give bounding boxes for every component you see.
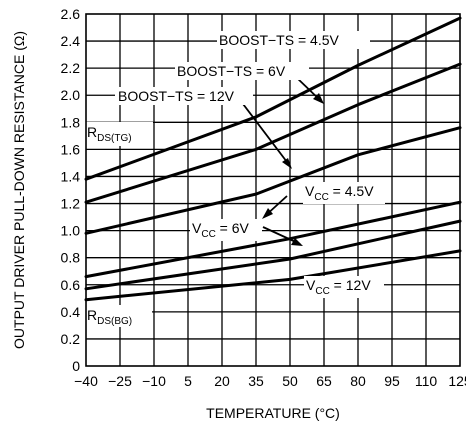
series-line-3 [84, 126, 462, 235]
label-vcc-12v: VCC = 12V [306, 277, 371, 297]
pointer-boost-12v [239, 99, 291, 167]
vcc-6v-symbol: V [192, 220, 202, 236]
x-tick-label: −25 [108, 373, 132, 389]
vcc-4-5v-symbol: V [305, 183, 315, 199]
series-line-6 [84, 249, 462, 302]
series-line-1 [84, 16, 462, 181]
plot-frame [85, 13, 461, 367]
y-tick-label: 2.2 [61, 60, 81, 76]
vcc-4-5v-value: = 4.5V [329, 183, 374, 199]
label-boost-6v: BOOST−TS = 6V [177, 63, 286, 79]
pointer-vcc-6v-arrowhead [291, 238, 303, 246]
y-tick-label: 1.8 [61, 114, 81, 130]
x-tick-label: 80 [350, 373, 366, 389]
y-tick-label: 1.6 [61, 141, 81, 157]
y-tick-label: 1.0 [61, 223, 81, 239]
y-tick-label: 2.0 [61, 87, 81, 103]
y-tick-label: 0 [72, 358, 80, 374]
vcc-12v-symbol: V [306, 277, 316, 293]
x-tick-label: −10 [142, 373, 166, 389]
x-tick-label: −40 [74, 373, 98, 389]
y-axis-title: OUTPUT DRIVER PULL-DOWN RESISTANCE (Ω) [11, 31, 27, 349]
rds-bg-subscript: DS(BG) [97, 316, 132, 327]
y-tick-label: 2.6 [61, 6, 81, 22]
y-tick-label: 0.6 [61, 277, 81, 293]
x-tick-label: 50 [282, 373, 298, 389]
annotation-pointers [239, 76, 324, 246]
series-line-5 [84, 219, 462, 291]
x-tick-label: 110 [415, 373, 438, 389]
y-tick-label: 2.4 [61, 33, 81, 49]
rds-tg-subscript: DS(TG) [97, 133, 131, 144]
x-axis-ticks: −40 −25 −10 5 20 35 50 65 80 95 110 125 [74, 373, 466, 389]
label-boost-12v: BOOST−TS = 12V [118, 88, 235, 104]
pointer-vcc-4-5v-arrowhead [262, 208, 273, 219]
x-tick-label: 5 [184, 373, 192, 389]
series-lines [84, 16, 462, 302]
x-tick-label: 65 [316, 373, 332, 389]
y-tick-label: 1.4 [61, 168, 81, 184]
pointer-boost-4-5v-arrowhead [313, 93, 324, 104]
annotations: BOOST−TS = 4.5V BOOST−TS = 6V BOOST−TS =… [86, 31, 385, 327]
label-vcc-4-5v: VCC = 4.5V [305, 183, 374, 203]
series-line-2 [84, 62, 462, 204]
series-line-4 [84, 200, 462, 279]
x-tick-label: 35 [248, 373, 264, 389]
y-tick-label: 0.4 [61, 304, 81, 320]
rds-tg-symbol: R [87, 124, 97, 140]
vcc-12v-subscript: CC [315, 286, 329, 297]
x-axis-title: TEMPERATURE (°C) [206, 405, 340, 421]
x-tick-label: 95 [384, 373, 400, 389]
y-tick-label: 1.2 [61, 196, 81, 212]
label-rds-tg: RDS(TG) [87, 124, 132, 144]
x-tick-label: 20 [214, 373, 230, 389]
vcc-6v-subscript: CC [201, 229, 215, 240]
x-tick-label: 125 [448, 373, 466, 389]
y-tick-label: 0.2 [61, 331, 81, 347]
label-boost-4-5v: BOOST−TS = 4.5V [219, 32, 339, 48]
rds-bg-symbol: R [87, 307, 97, 323]
label-vcc-6v: VCC = 6V [192, 220, 250, 240]
vcc-12v-value: = 12V [330, 277, 372, 293]
vcc-4-5v-subscript: CC [314, 192, 328, 203]
pointer-boost-12v-arrowhead [282, 158, 292, 169]
y-axis-ticks: 0 0.2 0.4 0.6 0.8 1.0 1.2 1.4 1.6 1.8 2.0 2.2 2.4 2.6 [61, 6, 81, 374]
vcc-6v-value: = 6V [216, 220, 250, 236]
label-rds-bg: RDS(BG) [87, 307, 132, 327]
y-tick-label: 0.8 [61, 250, 81, 266]
